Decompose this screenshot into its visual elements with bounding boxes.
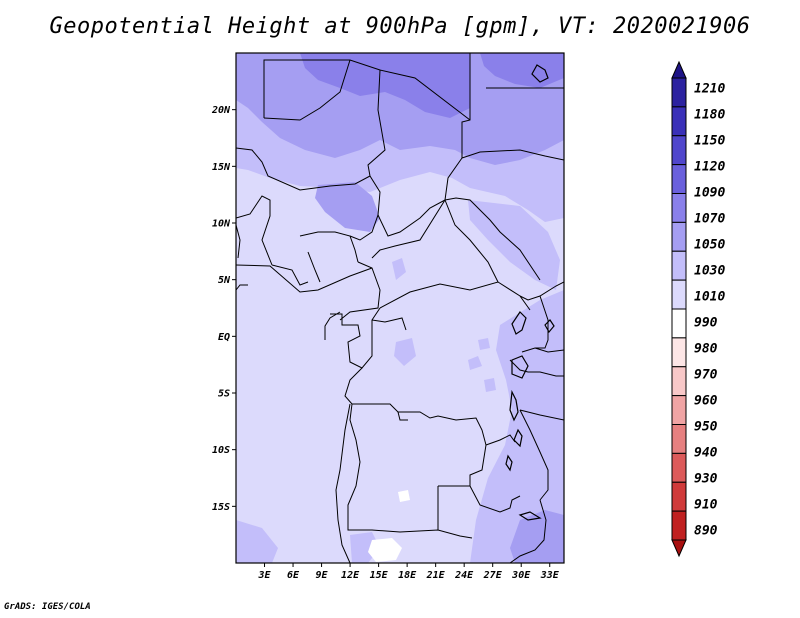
colorbar-level-label: 1010: [694, 290, 725, 305]
lon-tick-label: 6E: [287, 570, 300, 581]
colorbar-segment: [671, 337, 687, 368]
lon-tick-label: 12E: [341, 570, 360, 581]
colorbar-segment: [671, 164, 687, 194]
field-1050-north: [236, 53, 564, 165]
lon-tick-label: 3E: [257, 570, 271, 581]
lon-tick-label: 24E: [454, 570, 474, 581]
latitude-axis: 20N 15N 10N 5N EQ 5S 10S 15S: [211, 105, 236, 513]
map-title: Geopotential Height at 900hPa [gpm], VT:…: [49, 14, 751, 39]
lon-tick-label: 15E: [370, 570, 389, 581]
lon-tick-label: 21E: [426, 570, 446, 581]
colorbar-level-label: 1180: [694, 108, 725, 123]
colorbar-level-label: 930: [694, 472, 718, 487]
colorbar-level-label: 960: [694, 394, 718, 409]
field-1030-blob: [392, 258, 406, 280]
colorbar-segment: [671, 193, 687, 223]
colorbar-segment: [671, 279, 687, 310]
colorbar-level-label: 890: [694, 524, 718, 539]
field-1030-east-africa: [470, 290, 564, 563]
colorbar-level-label: 1210: [694, 82, 725, 97]
lon-tick-label: 9E: [316, 570, 329, 581]
field-990-patch-center: [398, 490, 410, 502]
colorbar-level-label: 980: [694, 342, 718, 357]
colorbar-level-label: 990: [694, 316, 718, 331]
country-borders: [236, 53, 564, 563]
colorbar-bottom-triangle: [671, 539, 687, 558]
colorbar-level-label: 1070: [694, 212, 725, 227]
colorbar-segment: [671, 221, 687, 252]
field-1030-dots: [468, 338, 496, 392]
colorbar-level-label: 1030: [694, 264, 725, 279]
lat-tick-label: 5N: [218, 275, 231, 286]
colorbar-segment: [671, 481, 687, 512]
colorbar-segment: [671, 106, 687, 137]
credit-label: GrADS: IGES/COLA: [4, 602, 91, 612]
colorbar-level-label: 970: [694, 368, 718, 383]
colorbar-level-label: 910: [694, 498, 718, 513]
colorbar-segment: [671, 395, 687, 425]
lat-tick-label: 15N: [212, 162, 231, 173]
colorbar-segment: [671, 452, 687, 483]
lon-tick-label: 27E: [483, 570, 503, 581]
lon-tick-label: 18E: [398, 570, 417, 581]
colorbar: 1210 1180 1150 1120 1090 1070 1050 1030 1010 990 9…: [671, 60, 725, 558]
map-panel: [236, 53, 564, 563]
colorbar-top-triangle: [671, 60, 687, 79]
lon-tick-label: 30E: [511, 570, 531, 581]
field-1070-east: [480, 53, 564, 88]
lon-tick-label: 33E: [540, 570, 560, 581]
colorbar-level-label: 1120: [694, 160, 725, 175]
lat-tick-label: 15S: [212, 502, 230, 513]
colorbar-level-label: 1150: [694, 134, 725, 149]
field-1030-lake: [394, 338, 416, 366]
colorbar-segment: [671, 510, 687, 541]
lat-tick-label: 5S: [218, 389, 230, 400]
map-frame: [235, 52, 565, 564]
field-1050-sahel: [315, 182, 380, 232]
colorbar-segment: [671, 250, 687, 281]
colorbar-segment: [671, 308, 687, 339]
colorbar-segment: [671, 424, 687, 454]
field-1070-north: [300, 53, 470, 118]
colorbar-segment: [671, 366, 687, 397]
field-1050-southeast: [510, 510, 564, 563]
lakes: [505, 64, 555, 521]
lat-tick-label: 10N: [212, 219, 231, 230]
lat-tick-label: 20N: [211, 105, 231, 116]
field-1030-southwest: [236, 520, 278, 563]
lat-tick-label: 10S: [212, 445, 230, 456]
lat-tick-label: EQ: [218, 332, 230, 343]
colorbar-segment: [671, 77, 687, 108]
field-990-patch-south: [368, 538, 402, 562]
colorbar-level-label: 1090: [694, 186, 725, 201]
colorbar-level-label: 950: [694, 420, 718, 435]
longitude-axis: 3E 6E 9E 12E 15E 18E 21E 24E 27E 30E 33E: [257, 563, 560, 581]
colorbar-level-label: 940: [694, 446, 718, 461]
colorbar-level-label: 1050: [694, 238, 725, 253]
colorbar-segment: [671, 135, 687, 166]
